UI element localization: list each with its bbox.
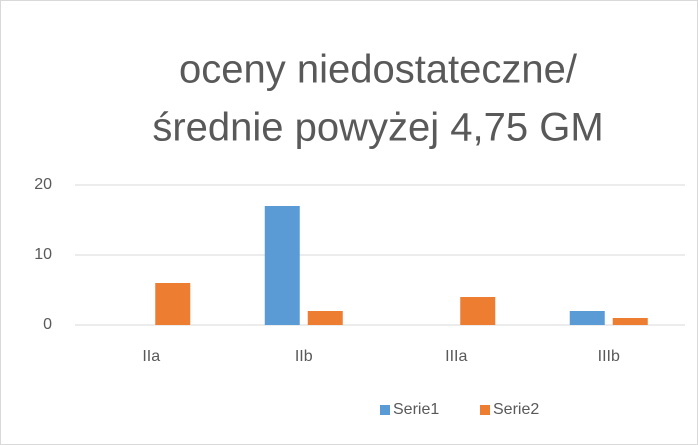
x-tick-label: IIb (295, 348, 313, 365)
bar (460, 297, 496, 325)
x-tick-label: IIa (142, 348, 160, 365)
bar (569, 311, 605, 325)
y-tick-label: 0 (43, 316, 52, 333)
chart-title: średnie powyżej 4,75 GM (152, 106, 603, 150)
bar (307, 311, 343, 325)
bar (155, 283, 191, 325)
bar (612, 318, 648, 325)
x-tick-label: IIIa (445, 348, 467, 365)
legend-label: Serie1 (393, 401, 439, 418)
bar (264, 206, 300, 325)
y-tick-label: 10 (34, 246, 52, 263)
legend-label: Serie2 (493, 401, 539, 418)
legend-swatch (380, 405, 390, 415)
chart-title: oceny niedostateczne/ (179, 48, 578, 92)
y-tick-label: 20 (34, 176, 52, 193)
x-tick-label: IIIb (598, 348, 620, 365)
legend-swatch (480, 405, 490, 415)
